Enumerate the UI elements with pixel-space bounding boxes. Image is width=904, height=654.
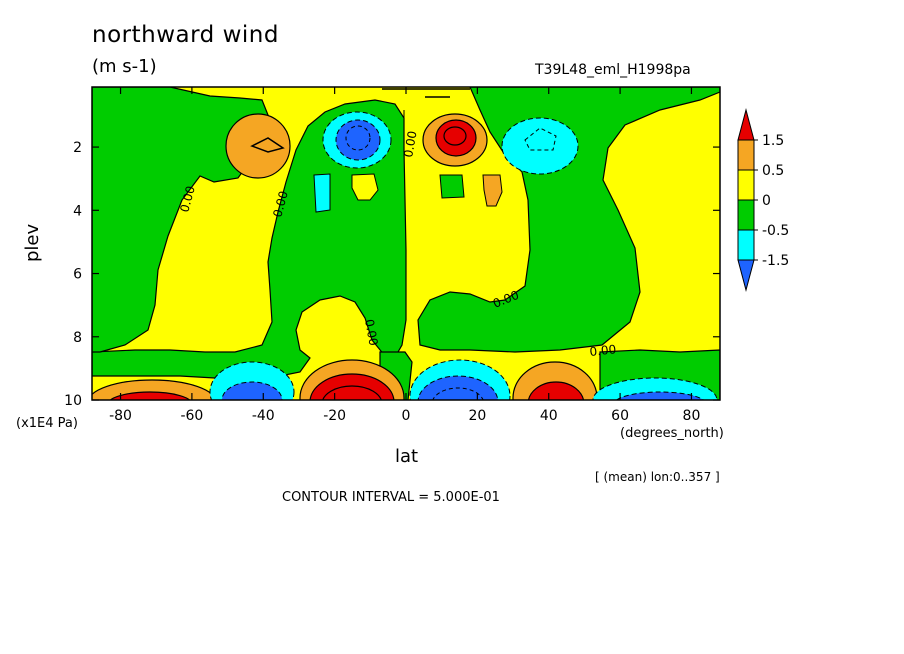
averaging-note: [ (mean) lon:0..357 ] [595,470,720,484]
cell-neg-12n-core [432,387,484,400]
colorbar-label: -1.5 [762,253,789,269]
x-tick-label: -20 [323,408,346,424]
colorbar-segment [737,169,755,201]
colorbar-segment [737,108,755,141]
patch-yellow-10s [351,173,379,201]
cell-pos-15s-inner [309,373,395,400]
cell-pos-40s-outer [225,113,291,179]
contour-label-zero-3: 0.00 [401,130,419,159]
cell-neg-42s-inner [221,381,283,400]
neg-region-lower [92,99,407,379]
x-tick-label: 0 [402,408,411,424]
chart-title: northward wind [92,22,279,48]
contour-label-zero-1: 0.00 [177,184,197,213]
contour-interval: CONTOUR INTERVAL = 5.000E-01 [282,490,500,505]
patch-cyan-25s [313,173,331,213]
y-tick-label: 4 [73,203,82,219]
x-axis: -80 -60 -40 -20 0 20 40 60 80 [109,87,700,424]
colorbar: 1.5 0.5 0 -0.5 -1.5 [737,108,789,292]
colorbar-label: 0 [762,193,771,209]
x-axis-label: lat [395,446,419,467]
colorbar-segment [737,229,755,261]
x-tick-label: -80 [109,408,132,424]
top-edge-contour [382,88,470,98]
cell-pos-40s-inner [250,137,285,153]
neg-region-right [417,87,720,353]
colorbar-segment [737,259,755,292]
x-tick-label: -40 [252,408,275,424]
chart-units: (m s-1) [92,56,157,77]
x-tick-label: -60 [180,408,203,424]
y-axis: 2 4 6 8 10 [64,140,720,409]
y-tick-label: 8 [73,330,82,346]
y-tick-label: 10 [64,393,82,409]
colorbar-label: 1.5 [762,133,784,149]
x-tick-label: 60 [611,408,629,424]
y-tick-label: 2 [73,140,82,156]
contour-label-zero-6: 0.00 [589,342,617,359]
contour-field [92,87,720,400]
x-tick-label: 40 [540,408,558,424]
patch-green-10n [439,174,465,199]
cell-pos-14n-core [443,126,467,146]
colorbar-label: 0.5 [762,163,784,179]
cell-neg-12s-core [345,125,371,151]
x-axis-unit: (degrees_north) [620,426,724,441]
patch-orange-25n [482,174,503,207]
y-tick-label: 6 [73,267,82,283]
colorbar-label: -0.5 [762,223,789,239]
x-tick-label: 20 [468,408,486,424]
x-tick-label: 80 [683,408,701,424]
colorbar-segment [737,139,755,171]
cell-pos-70s-inner [109,391,191,400]
contour-label-zero-2: 0.00 [270,189,290,218]
cell-pos-42n-inner [527,381,585,400]
cell-neg-40n-outer [501,117,579,175]
neg-region-left-top [92,87,271,353]
cell-pos-15s-core [322,385,382,400]
cell-pos-14n-inner [435,119,477,157]
cell-neg-40n-inner [524,127,557,151]
dataset-label: T39L48_eml_H1998pa [535,62,691,78]
y-axis-unit: (x1E4 Pa) [16,416,78,431]
colorbar-segment [737,199,755,231]
cell-neg-72n-inner [615,391,705,400]
contour-label-zero-4: 0.00 [362,318,380,347]
cell-neg-12s-inner [335,119,381,161]
